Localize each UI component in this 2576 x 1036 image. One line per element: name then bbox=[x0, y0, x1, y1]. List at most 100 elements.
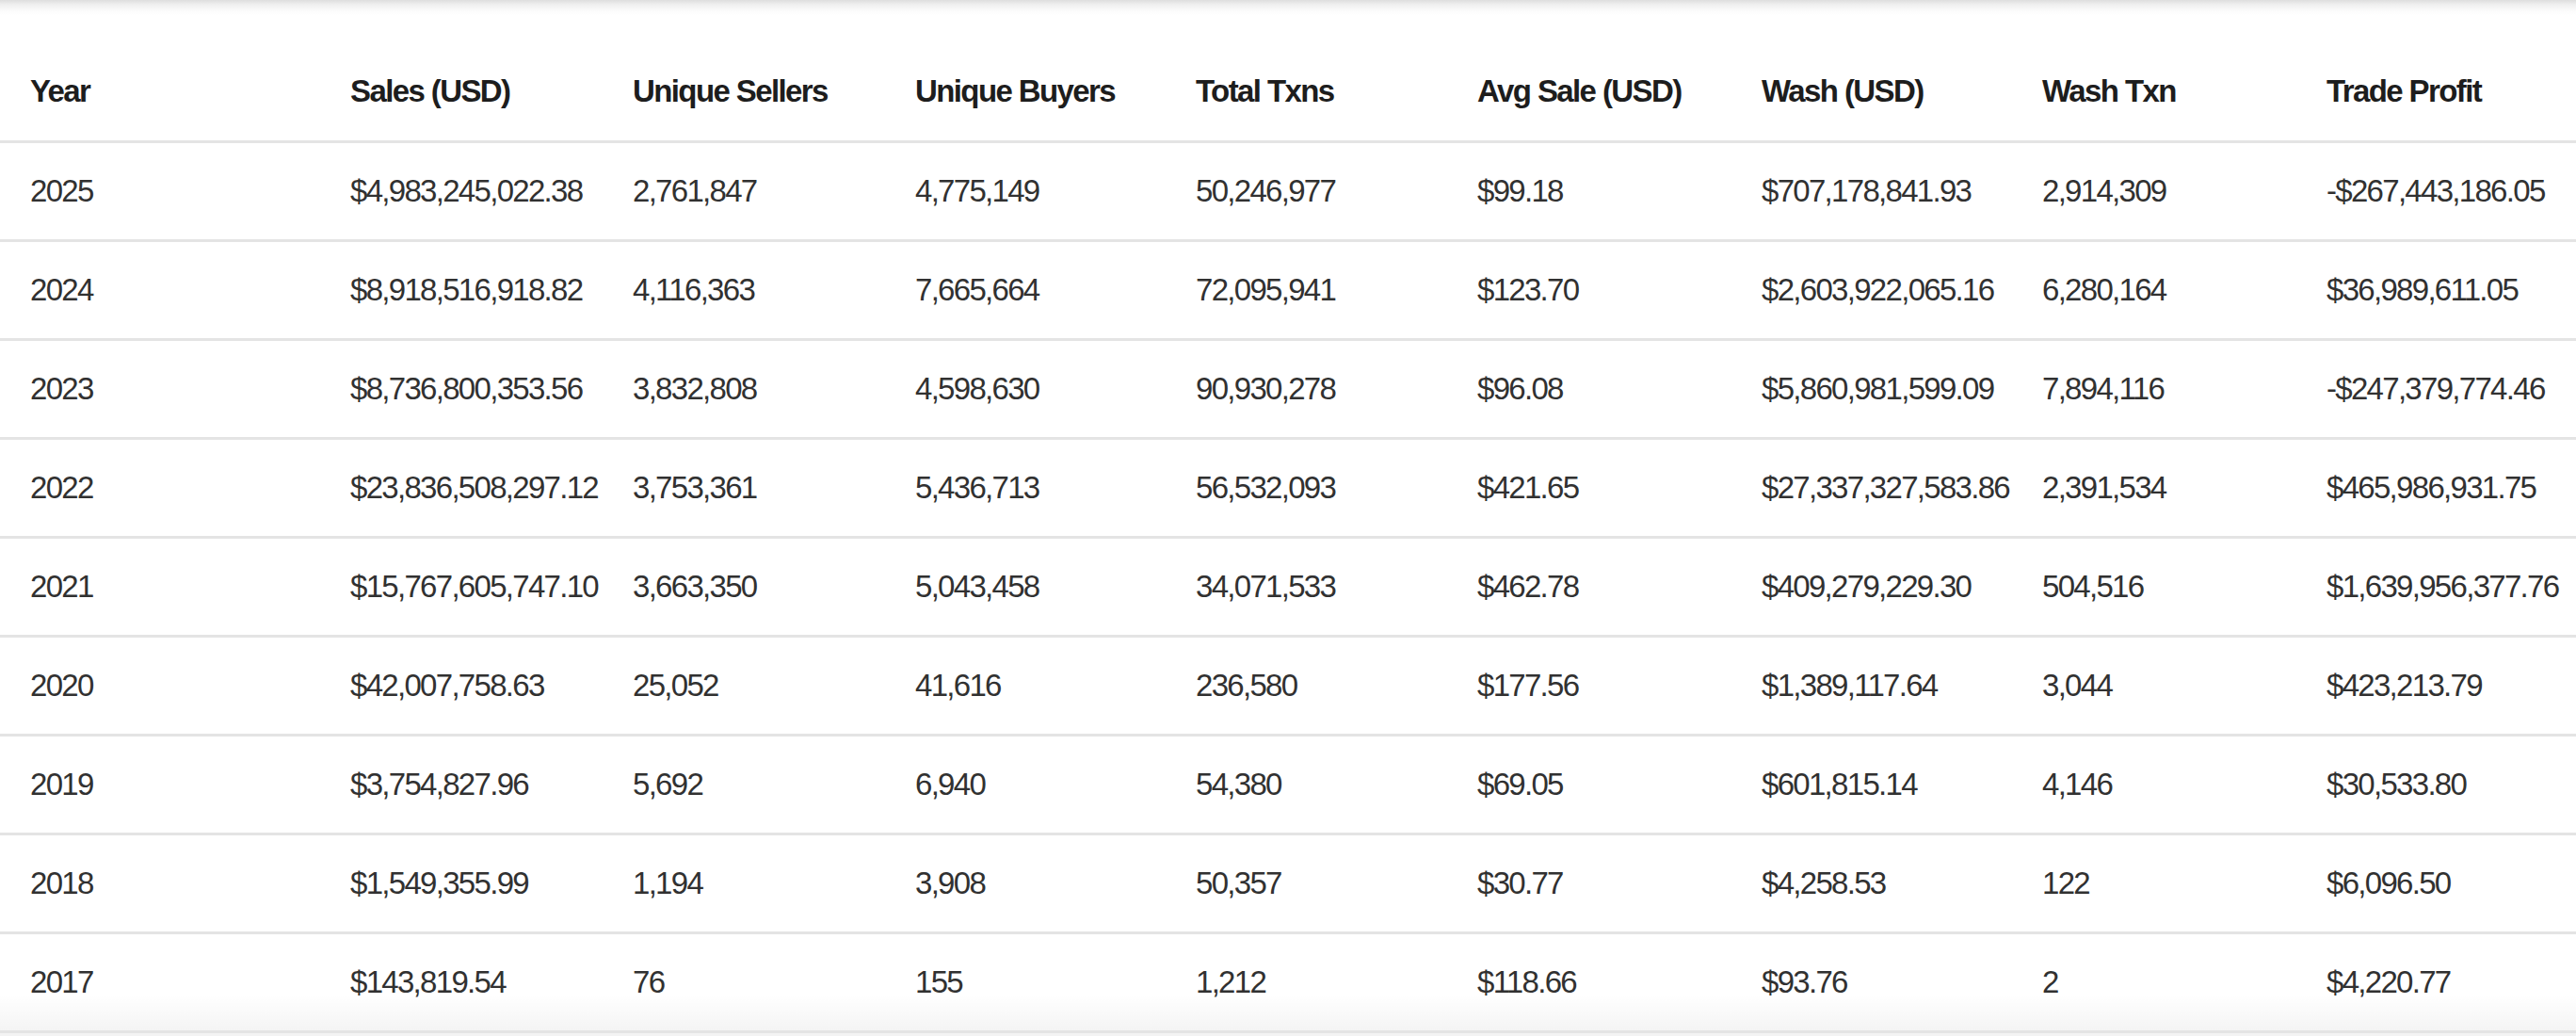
cell-sales-usd: $42,007,758.63 bbox=[350, 668, 633, 704]
cell-total-txns: 72,095,941 bbox=[1196, 272, 1477, 308]
cell-unique-sellers: 76 bbox=[633, 964, 915, 1000]
table-header-row: Year Sales (USD) Unique Sellers Unique B… bbox=[0, 0, 2576, 143]
column-header-wash-usd: Wash (USD) bbox=[1762, 73, 2042, 109]
cell-trade-profit: -$247,379,774.46 bbox=[2326, 371, 2576, 407]
cell-trade-profit: $423,213.79 bbox=[2326, 668, 2576, 704]
table-row: 2024$8,918,516,918.824,116,3637,665,6647… bbox=[0, 242, 2576, 341]
cell-avg-sale-usd: $123.70 bbox=[1477, 272, 1762, 308]
cell-unique-buyers: 4,775,149 bbox=[915, 173, 1196, 209]
cell-unique-buyers: 4,598,630 bbox=[915, 371, 1196, 407]
cell-sales-usd: $23,836,508,297.12 bbox=[350, 470, 633, 506]
cell-year: 2023 bbox=[30, 371, 350, 407]
column-header-wash-txn: Wash Txn bbox=[2042, 73, 2326, 109]
cell-avg-sale-usd: $118.66 bbox=[1477, 964, 1762, 1000]
cell-unique-sellers: 3,832,808 bbox=[633, 371, 915, 407]
cell-wash-txn: 2,391,534 bbox=[2042, 470, 2326, 506]
column-header-sales-usd: Sales (USD) bbox=[350, 73, 633, 109]
cell-sales-usd: $4,983,245,022.38 bbox=[350, 173, 633, 209]
cell-wash-usd: $93.76 bbox=[1762, 964, 2042, 1000]
cell-sales-usd: $15,767,605,747.10 bbox=[350, 569, 633, 605]
cell-sales-usd: $8,736,800,353.56 bbox=[350, 371, 633, 407]
cell-unique-buyers: 5,043,458 bbox=[915, 569, 1196, 605]
cell-sales-usd: $1,549,355.99 bbox=[350, 866, 633, 901]
cell-wash-usd: $409,279,229.30 bbox=[1762, 569, 2042, 605]
cell-trade-profit: $465,986,931.75 bbox=[2326, 470, 2576, 506]
cell-sales-usd: $3,754,827.96 bbox=[350, 767, 633, 802]
column-header-unique-sellers: Unique Sellers bbox=[633, 73, 915, 109]
cell-wash-txn: 7,894,116 bbox=[2042, 371, 2326, 407]
cell-unique-sellers: 4,116,363 bbox=[633, 272, 915, 308]
cell-unique-sellers: 2,761,847 bbox=[633, 173, 915, 209]
cell-wash-txn: 6,280,164 bbox=[2042, 272, 2326, 308]
cell-sales-usd: $8,918,516,918.82 bbox=[350, 272, 633, 308]
cell-wash-txn: 122 bbox=[2042, 866, 2326, 901]
column-header-trade-profit: Trade Profit bbox=[2326, 73, 2576, 109]
cell-unique-sellers: 3,753,361 bbox=[633, 470, 915, 506]
table-row: 2025$4,983,245,022.382,761,8474,775,1495… bbox=[0, 143, 2576, 242]
cell-trade-profit: $4,220.77 bbox=[2326, 964, 2576, 1000]
cell-total-txns: 236,580 bbox=[1196, 668, 1477, 704]
cell-wash-txn: 3,044 bbox=[2042, 668, 2326, 704]
cell-unique-buyers: 3,908 bbox=[915, 866, 1196, 901]
cell-wash-usd: $5,860,981,599.09 bbox=[1762, 371, 2042, 407]
cell-wash-txn: 2,914,309 bbox=[2042, 173, 2326, 209]
cell-total-txns: 1,212 bbox=[1196, 964, 1477, 1000]
cell-trade-profit: $36,989,611.05 bbox=[2326, 272, 2576, 308]
cell-year: 2022 bbox=[30, 470, 350, 506]
cell-year: 2019 bbox=[30, 767, 350, 802]
cell-wash-txn: 2 bbox=[2042, 964, 2326, 1000]
cell-avg-sale-usd: $30.77 bbox=[1477, 866, 1762, 901]
cell-wash-usd: $1,389,117.64 bbox=[1762, 668, 2042, 704]
cell-unique-buyers: 5,436,713 bbox=[915, 470, 1196, 506]
cell-sales-usd: $143,819.54 bbox=[350, 964, 633, 1000]
cell-trade-profit: $30,533.80 bbox=[2326, 767, 2576, 802]
cell-unique-sellers: 3,663,350 bbox=[633, 569, 915, 605]
cell-avg-sale-usd: $462.78 bbox=[1477, 569, 1762, 605]
cell-unique-sellers: 1,194 bbox=[633, 866, 915, 901]
table-row: 2020$42,007,758.6325,05241,616236,580$17… bbox=[0, 638, 2576, 737]
cell-avg-sale-usd: $69.05 bbox=[1477, 767, 1762, 802]
cell-unique-buyers: 7,665,664 bbox=[915, 272, 1196, 308]
cell-avg-sale-usd: $421.65 bbox=[1477, 470, 1762, 506]
cell-year: 2021 bbox=[30, 569, 350, 605]
cell-unique-sellers: 5,692 bbox=[633, 767, 915, 802]
cell-wash-txn: 504,516 bbox=[2042, 569, 2326, 605]
table-row: 2018$1,549,355.991,1943,90850,357$30.77$… bbox=[0, 835, 2576, 934]
table-row: 2021$15,767,605,747.103,663,3505,043,458… bbox=[0, 539, 2576, 638]
cell-year: 2025 bbox=[30, 173, 350, 209]
cell-total-txns: 90,930,278 bbox=[1196, 371, 1477, 407]
column-header-total-txns: Total Txns bbox=[1196, 73, 1477, 109]
cell-total-txns: 34,071,533 bbox=[1196, 569, 1477, 605]
cell-total-txns: 54,380 bbox=[1196, 767, 1477, 802]
cell-trade-profit: $6,096.50 bbox=[2326, 866, 2576, 901]
cell-year: 2024 bbox=[30, 272, 350, 308]
cell-unique-sellers: 25,052 bbox=[633, 668, 915, 704]
cell-wash-usd: $707,178,841.93 bbox=[1762, 173, 2042, 209]
table-row: 2019$3,754,827.965,6926,94054,380$69.05$… bbox=[0, 737, 2576, 835]
cell-wash-txn: 4,146 bbox=[2042, 767, 2326, 802]
cell-avg-sale-usd: $99.18 bbox=[1477, 173, 1762, 209]
cell-unique-buyers: 155 bbox=[915, 964, 1196, 1000]
cell-unique-buyers: 6,940 bbox=[915, 767, 1196, 802]
cell-total-txns: 56,532,093 bbox=[1196, 470, 1477, 506]
cell-avg-sale-usd: $177.56 bbox=[1477, 668, 1762, 704]
cell-trade-profit: -$267,443,186.05 bbox=[2326, 173, 2576, 209]
cell-total-txns: 50,357 bbox=[1196, 866, 1477, 901]
yearly-stats-table: Year Sales (USD) Unique Sellers Unique B… bbox=[0, 0, 2576, 1033]
cell-year: 2020 bbox=[30, 668, 350, 704]
cell-unique-buyers: 41,616 bbox=[915, 668, 1196, 704]
cell-year: 2017 bbox=[30, 964, 350, 1000]
cell-year: 2018 bbox=[30, 866, 350, 901]
cell-wash-usd: $2,603,922,065.16 bbox=[1762, 272, 2042, 308]
table-row: 2022$23,836,508,297.123,753,3615,436,713… bbox=[0, 440, 2576, 539]
cell-wash-usd: $4,258.53 bbox=[1762, 866, 2042, 901]
table-row: 2023$8,736,800,353.563,832,8084,598,6309… bbox=[0, 341, 2576, 440]
column-header-unique-buyers: Unique Buyers bbox=[915, 73, 1196, 109]
column-header-avg-sale-usd: Avg Sale (USD) bbox=[1477, 73, 1762, 109]
cell-wash-usd: $601,815.14 bbox=[1762, 767, 2042, 802]
cell-wash-usd: $27,337,327,583.86 bbox=[1762, 470, 2042, 506]
column-header-year: Year bbox=[30, 73, 350, 109]
table-row: 2017$143,819.54761551,212$118.66$93.762$… bbox=[0, 934, 2576, 1033]
cell-avg-sale-usd: $96.08 bbox=[1477, 371, 1762, 407]
table-body: 2025$4,983,245,022.382,761,8474,775,149 5… bbox=[0, 143, 2576, 1033]
